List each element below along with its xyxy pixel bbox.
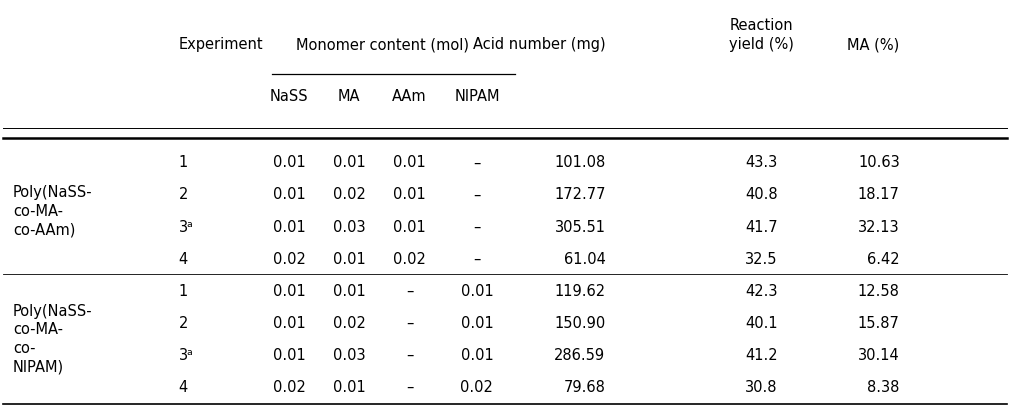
- Text: 0.01: 0.01: [461, 347, 493, 362]
- Text: Poly(NaSS-
co-MA-
co-AAm): Poly(NaSS- co-MA- co-AAm): [13, 184, 93, 237]
- Text: –: –: [406, 379, 413, 394]
- Text: Experiment: Experiment: [179, 37, 264, 52]
- Text: 0.01: 0.01: [393, 155, 426, 170]
- Text: –: –: [474, 155, 481, 170]
- Text: –: –: [474, 251, 481, 266]
- Text: MA (%): MA (%): [847, 37, 900, 52]
- Text: NaSS: NaSS: [270, 89, 308, 104]
- Text: Acid number (mg): Acid number (mg): [473, 37, 605, 52]
- Text: Reaction
yield (%): Reaction yield (%): [728, 18, 794, 51]
- Text: 0.01: 0.01: [461, 315, 493, 330]
- Text: 0.01: 0.01: [333, 283, 366, 298]
- Text: 2: 2: [179, 187, 188, 202]
- Text: 15.87: 15.87: [857, 315, 900, 330]
- Text: NIPAM: NIPAM: [454, 89, 500, 104]
- Text: 43.3: 43.3: [745, 155, 778, 170]
- Text: 40.1: 40.1: [744, 315, 778, 330]
- Text: 0.01: 0.01: [273, 219, 305, 234]
- Text: 150.90: 150.90: [554, 315, 605, 330]
- Text: –: –: [474, 187, 481, 202]
- Text: 6.42: 6.42: [868, 251, 900, 266]
- Text: 101.08: 101.08: [554, 155, 605, 170]
- Text: 3ᵃ: 3ᵃ: [179, 347, 193, 362]
- Text: –: –: [406, 283, 413, 298]
- Text: 172.77: 172.77: [553, 187, 605, 202]
- Text: 0.02: 0.02: [333, 187, 366, 202]
- Text: 0.01: 0.01: [273, 155, 305, 170]
- Text: 4: 4: [179, 379, 188, 394]
- Text: 0.01: 0.01: [393, 187, 426, 202]
- Text: –: –: [474, 219, 481, 234]
- Text: 30.14: 30.14: [858, 347, 900, 362]
- Text: 4: 4: [179, 251, 188, 266]
- Text: 0.02: 0.02: [461, 379, 493, 394]
- Text: 42.3: 42.3: [745, 283, 778, 298]
- Text: 0.02: 0.02: [273, 379, 305, 394]
- Text: 0.01: 0.01: [273, 283, 305, 298]
- Text: 2: 2: [179, 315, 188, 330]
- Text: 0.01: 0.01: [333, 155, 366, 170]
- Text: 32.5: 32.5: [745, 251, 778, 266]
- Text: 0.01: 0.01: [461, 283, 493, 298]
- Text: 30.8: 30.8: [745, 379, 778, 394]
- Text: 1: 1: [179, 155, 188, 170]
- Text: 10.63: 10.63: [858, 155, 900, 170]
- Text: 8.38: 8.38: [868, 379, 900, 394]
- Text: 286.59: 286.59: [554, 347, 605, 362]
- Text: 1: 1: [179, 283, 188, 298]
- Text: 0.01: 0.01: [333, 379, 366, 394]
- Text: 0.01: 0.01: [333, 251, 366, 266]
- Text: Monomer content (mol): Monomer content (mol): [297, 37, 470, 52]
- Text: 79.68: 79.68: [564, 379, 605, 394]
- Text: 0.02: 0.02: [393, 251, 426, 266]
- Text: 40.8: 40.8: [744, 187, 778, 202]
- Text: 3ᵃ: 3ᵃ: [179, 219, 193, 234]
- Text: 18.17: 18.17: [857, 187, 900, 202]
- Text: 0.01: 0.01: [273, 315, 305, 330]
- Text: 61.04: 61.04: [564, 251, 605, 266]
- Text: 0.02: 0.02: [333, 315, 366, 330]
- Text: 0.01: 0.01: [393, 219, 426, 234]
- Text: AAm: AAm: [392, 89, 427, 104]
- Text: 41.7: 41.7: [744, 219, 778, 234]
- Text: 0.03: 0.03: [333, 219, 366, 234]
- Text: MA: MA: [338, 89, 361, 104]
- Text: 0.03: 0.03: [333, 347, 366, 362]
- Text: 41.2: 41.2: [744, 347, 778, 362]
- Text: 305.51: 305.51: [554, 219, 605, 234]
- Text: 119.62: 119.62: [554, 283, 605, 298]
- Text: 12.58: 12.58: [857, 283, 900, 298]
- Text: 32.13: 32.13: [858, 219, 900, 234]
- Text: Poly(NaSS-
co-MA-
co-
NIPAM): Poly(NaSS- co-MA- co- NIPAM): [13, 303, 93, 374]
- Text: –: –: [406, 347, 413, 362]
- Text: 0.01: 0.01: [273, 187, 305, 202]
- Text: 0.01: 0.01: [273, 347, 305, 362]
- Text: –: –: [406, 315, 413, 330]
- Text: 0.02: 0.02: [273, 251, 305, 266]
